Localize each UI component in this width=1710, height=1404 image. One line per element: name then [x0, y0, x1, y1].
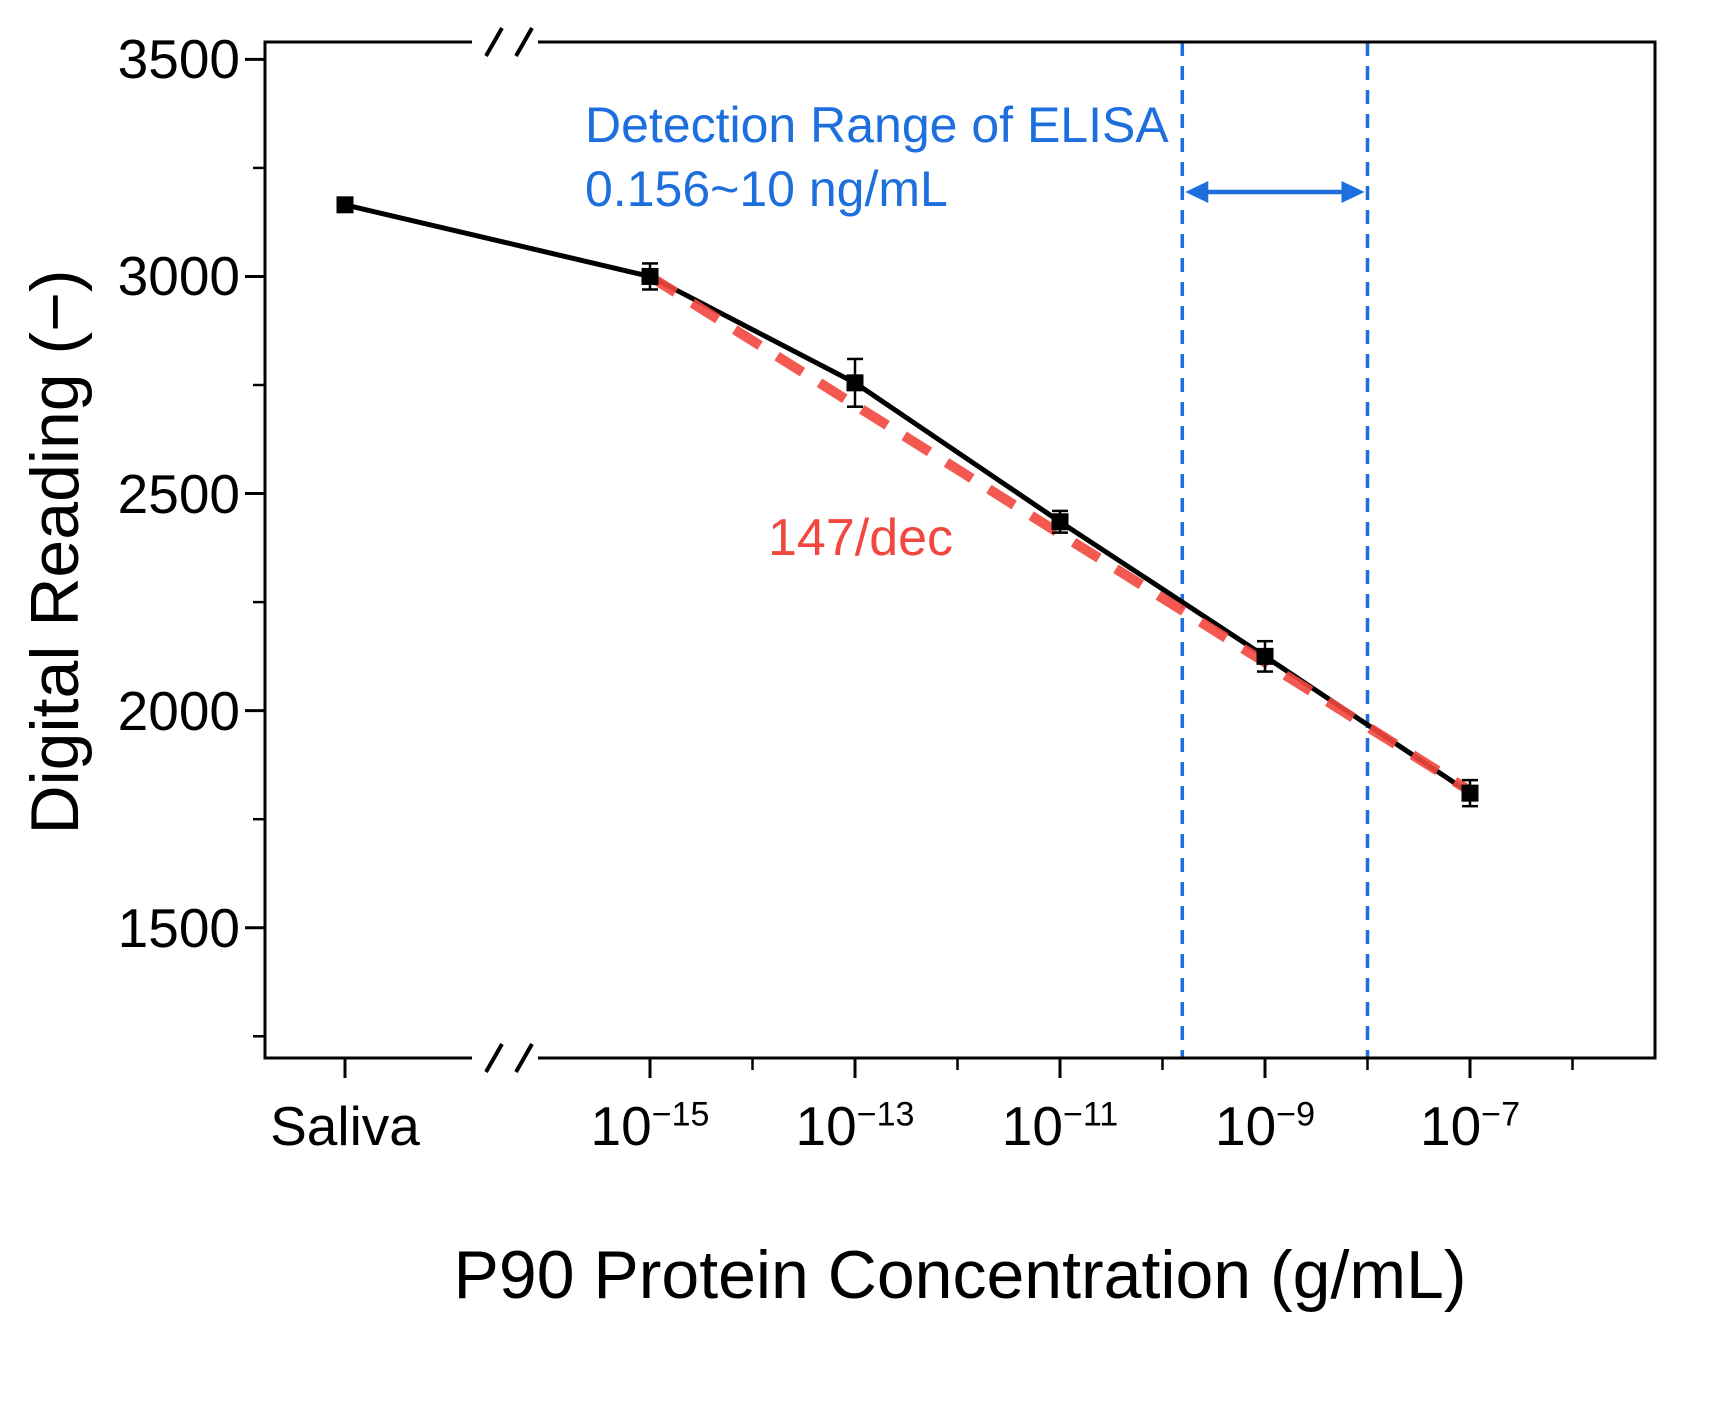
axis-break-top-slash-2: [514, 27, 534, 57]
data-point-marker: [641, 267, 659, 285]
axis-break-bottom-slash-2: [514, 1043, 534, 1073]
plot-border: [263, 40, 1657, 1060]
x-tick-label: 10−15: [590, 1095, 710, 1157]
y-tick-label: 3500: [117, 28, 240, 91]
y-tick-label: 3000: [117, 245, 240, 308]
y-tick-label: 2500: [117, 462, 240, 525]
x-tick-label: 10−11: [1001, 1095, 1119, 1157]
x-tick-label: Saliva: [270, 1095, 420, 1157]
detection-range-values: 0.156~10 ng/mL: [585, 161, 948, 217]
data-point-marker: [1461, 784, 1479, 802]
y-axis-title: Digital Reading (−): [17, 269, 93, 835]
detection-range-title: Detection Range of ELISA: [585, 97, 1169, 153]
fit-line: [647, 272, 1473, 796]
series-line: [344, 202, 1472, 796]
y-tick-label: 1500: [117, 896, 240, 959]
axis-break-bottom-gap: [472, 1054, 538, 1062]
x-tick-label: 10−9: [1214, 1095, 1316, 1157]
x-axis-title: P90 Protein Concentration (g/mL): [453, 1237, 1467, 1313]
data-point-marker: [1256, 647, 1274, 665]
y-tick-label: 2000: [117, 679, 240, 742]
x-tick-label: 10−7: [1419, 1095, 1521, 1157]
axis-break-top-gap: [472, 38, 538, 46]
fit-slope-label: 147/dec: [768, 509, 954, 567]
arrowhead-left: [1185, 181, 1209, 203]
data-point-marker: [846, 374, 864, 392]
arrowhead-right: [1341, 181, 1365, 203]
axis-break-bottom-slash-1: [484, 1043, 504, 1073]
x-tick-label: 10−13: [795, 1095, 915, 1157]
data-point-marker: [336, 196, 354, 214]
data-point-marker: [1051, 513, 1069, 531]
axis-break-top-slash-1: [484, 27, 504, 57]
